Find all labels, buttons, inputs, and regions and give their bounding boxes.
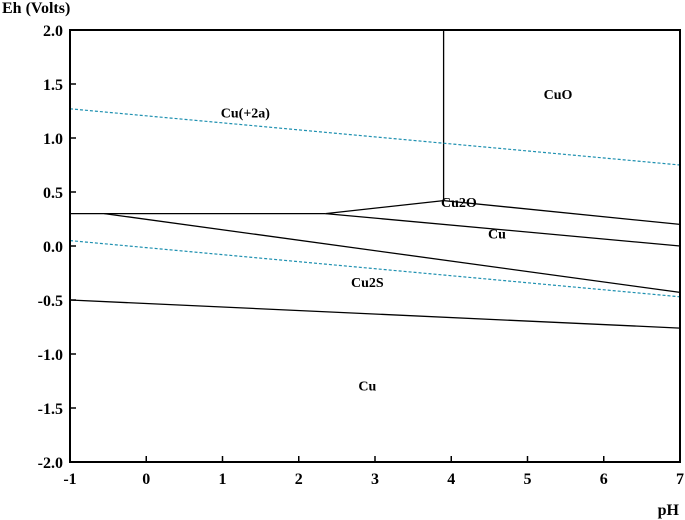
region-label: Cu2O [441,196,477,211]
boundary-lines [69,30,681,329]
y-tick-label: 0.0 [43,239,63,256]
boundary-line-3 [443,199,681,226]
x-axis-title: pH [657,502,679,519]
y-tick-label: -0.5 [38,293,63,310]
y-tick-label: 0.5 [43,185,63,202]
y-tick-label: 2.0 [43,23,63,40]
boundary-line-6 [69,299,681,329]
x-tick-label: 3 [371,471,379,488]
x-tick-label: 1 [219,471,227,488]
region-label: Cu2S [351,276,384,291]
x-tick-label: 2 [295,471,303,488]
water-stability-line-7 [69,108,681,166]
x-tick-label: 5 [524,471,532,488]
plot-frame [69,29,681,463]
x-tick-label: 6 [600,471,608,488]
y-axis-title: Eh (Volts) [2,0,71,17]
y-tick-label: 1.5 [43,77,63,94]
x-tick-label: -1 [63,471,76,488]
x-tick-label: 7 [676,471,684,488]
x-tick-label: 0 [142,471,150,488]
region-labels: Cu(+2a) CuO Cu2O Cu Cu2S Cu [221,88,573,395]
axis-ticks: -1 0 1 2 3 4 5 6 7 2.0 1.5 1.0 0.5 0.0 -0.5 -1.0 -1.5 -2.… [38,23,684,488]
y-tick-label: -1.5 [38,401,63,418]
y-tick-label: 1.0 [43,131,63,148]
y-tick-label: -2.0 [38,455,63,472]
region-label: CuO [544,88,573,103]
boundary-line-5 [325,212,681,247]
region-label: Cu [358,380,376,395]
water-stability-line-8 [69,240,681,298]
boundary-line-2 [325,199,444,215]
y-tick-label: -1.0 [38,347,63,364]
x-tick-label: 4 [447,471,455,488]
boundary-line-4 [104,212,681,294]
region-label: Cu [488,227,506,242]
region-label: Cu(+2a) [221,106,271,121]
